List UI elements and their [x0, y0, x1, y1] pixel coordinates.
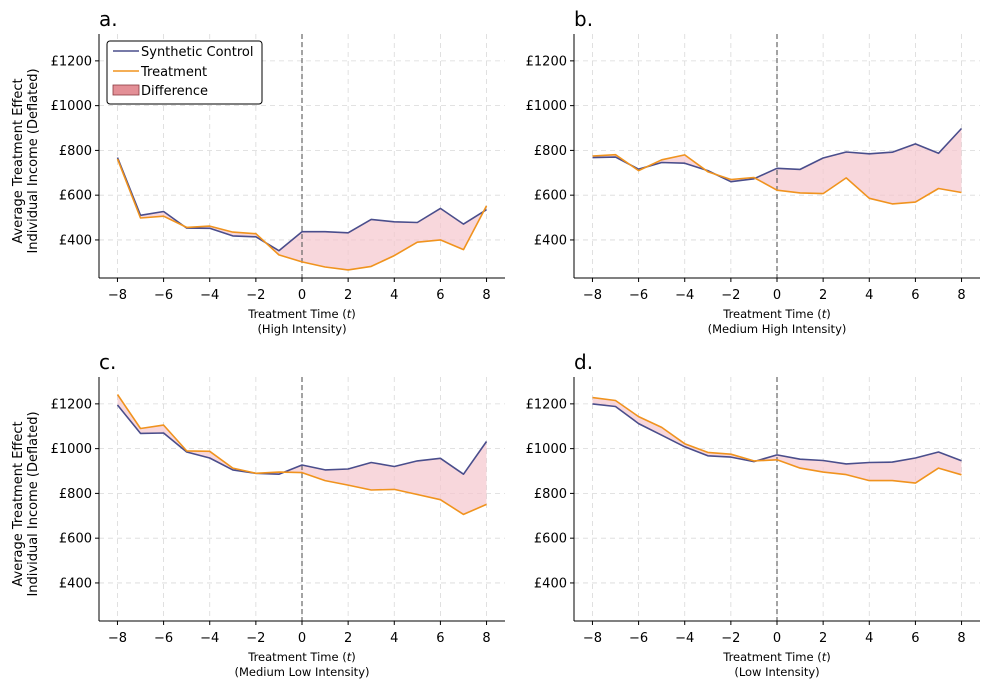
- y-tick-label: £1000: [526, 442, 567, 457]
- x-tick-label: −4: [675, 288, 694, 303]
- legend-difference-patch: [112, 84, 140, 96]
- y-tick-label: £600: [59, 189, 92, 204]
- synthetic-control-line: [116, 404, 488, 476]
- x-tick-label: 0: [773, 631, 781, 646]
- y-tick-label: £800: [59, 487, 92, 502]
- panel-title: c.: [99, 350, 116, 374]
- difference-area: [117, 394, 487, 515]
- treatment-line: [116, 158, 488, 271]
- x-tick-label: 0: [298, 631, 306, 646]
- legend-treatment-label: Treatment: [140, 65, 207, 80]
- x-tick-label: 2: [344, 631, 352, 646]
- x-axis-label: Treatment Time (t): [247, 307, 355, 321]
- y-axis-label-line2: Individual Income (Deflated): [26, 411, 41, 596]
- y-axis-label-line2: Individual Income (Deflated): [26, 68, 41, 253]
- y-tick-label: £800: [59, 144, 92, 159]
- y-tick-label: £1200: [526, 54, 567, 69]
- x-tick-label: 0: [298, 288, 306, 303]
- x-axis-label: Treatment Time (t): [722, 307, 830, 321]
- x-tick-label: −8: [583, 631, 602, 646]
- x-tick-label: 8: [957, 631, 965, 646]
- chart-panel: −8 −6 −4 −2 0 2 4 6 8 £400 £600 £800 £1000 £1200 d. Tre…: [526, 350, 980, 679]
- x-tick-label: −8: [583, 288, 602, 303]
- treatment-line: [116, 394, 487, 516]
- y-axis-label-line1: Average Treatment Effect: [11, 78, 26, 243]
- y-tick-label: £800: [534, 144, 567, 159]
- synthetic-control-line: [592, 403, 962, 465]
- y-tick-label: £400: [534, 233, 567, 248]
- panel-title: b.: [574, 7, 593, 31]
- x-tick-label: −2: [721, 288, 740, 303]
- x-tick-label: −4: [200, 631, 219, 646]
- y-tick-label: £600: [534, 189, 567, 204]
- x-tick-label: 6: [436, 288, 444, 303]
- x-tick-label: −2: [246, 288, 265, 303]
- y-tick-label: £600: [534, 532, 567, 547]
- x-tick-label: 4: [865, 631, 873, 646]
- x-tick-label: −2: [721, 631, 740, 646]
- chart-panel: −8 −6 −4 −2 0 2 4 6 8 £400 £600 £800 £1000 £1200 c. Tre…: [51, 350, 505, 679]
- x-tick-label: 8: [482, 631, 490, 646]
- legend-box: [106, 40, 263, 105]
- x-tick-label: 4: [865, 288, 873, 303]
- x-tick-label: −6: [154, 288, 173, 303]
- y-tick-label: £1200: [51, 54, 92, 69]
- treatment-line: [592, 153, 962, 205]
- x-tick-label: 8: [482, 288, 490, 303]
- y-tick-label: £400: [534, 576, 567, 591]
- x-tick-label: −6: [629, 631, 648, 646]
- x-axis-label: Treatment Time (t): [722, 650, 830, 664]
- x-tick-label: 0: [773, 288, 781, 303]
- x-tick-label: −8: [108, 288, 127, 303]
- y-axis-label-bottom: Average Treatment Effect Individual Inco…: [11, 411, 41, 596]
- x-tick-label: −4: [200, 288, 219, 303]
- y-tick-label: £1000: [526, 99, 567, 114]
- x-axis-label: Treatment Time (t): [247, 650, 355, 664]
- y-tick-label: £1200: [51, 397, 92, 412]
- x-tick-label: 2: [344, 288, 352, 303]
- x-axis-subtitle: (Low Intensity): [734, 665, 819, 679]
- panels: −8 −6 −4 −2 0 2 4 6 8 £400 £600 £800 £1000 £1200 a. Tre…: [51, 7, 980, 679]
- panel-title: a.: [99, 7, 118, 31]
- x-tick-label: 2: [819, 288, 827, 303]
- synthetic-control-line: [592, 127, 963, 183]
- y-tick-label: £400: [59, 576, 92, 591]
- x-tick-label: 6: [911, 631, 919, 646]
- x-tick-label: −2: [246, 631, 265, 646]
- x-axis-subtitle: (High Intensity): [257, 322, 346, 336]
- y-tick-label: £1200: [526, 397, 567, 412]
- x-tick-label: −8: [108, 631, 127, 646]
- y-tick-label: £1000: [51, 442, 92, 457]
- y-tick-label: £1000: [51, 99, 92, 114]
- y-tick-label: £600: [59, 532, 92, 547]
- synthetic-control-line: [116, 157, 487, 252]
- x-tick-label: −6: [629, 288, 648, 303]
- legend: Synthetic Control Treatment Difference: [106, 40, 263, 105]
- x-tick-label: −6: [154, 631, 173, 646]
- difference-area: [592, 397, 962, 484]
- x-axis-subtitle: (Medium Low Intensity): [235, 665, 370, 679]
- difference-area: [117, 157, 487, 270]
- difference-area: [592, 128, 962, 204]
- chart-panel: −8 −6 −4 −2 0 2 4 6 8 £400 £600 £800 £1000 £1200 b. Tre…: [526, 7, 980, 336]
- y-tick-label: £800: [534, 487, 567, 502]
- x-axis-subtitle: (Medium High Intensity): [708, 322, 847, 336]
- x-tick-label: 6: [911, 288, 919, 303]
- x-tick-label: 8: [957, 288, 965, 303]
- panel-title: d.: [574, 350, 593, 374]
- x-tick-label: 4: [390, 631, 398, 646]
- legend-difference-label: Difference: [141, 84, 208, 99]
- treatment-line: [592, 396, 962, 484]
- y-axis-label-line1: Average Treatment Effect: [11, 421, 26, 586]
- legend-synthetic-label: Synthetic Control: [141, 45, 254, 60]
- x-tick-label: 4: [390, 288, 398, 303]
- y-axis-label-top: Average Treatment Effect Individual Inco…: [11, 68, 41, 253]
- x-tick-label: −4: [675, 631, 694, 646]
- x-tick-label: 6: [436, 631, 444, 646]
- y-tick-label: £400: [59, 233, 92, 248]
- x-tick-label: 2: [819, 631, 827, 646]
